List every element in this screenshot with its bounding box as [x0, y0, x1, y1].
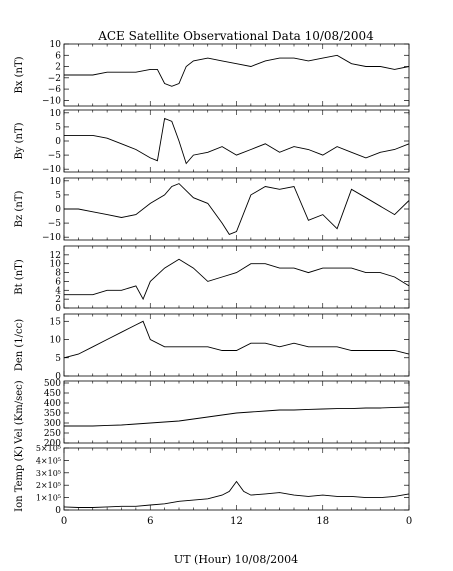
- y-tick-label: −6: [48, 85, 62, 95]
- series-line-7: [63, 480, 410, 508]
- y-tick-label: 300: [44, 419, 61, 429]
- y-tick-label: 10: [50, 260, 62, 270]
- y-tick-label: 0: [55, 205, 61, 215]
- panel-7: 0 1×10⁵ 2×10⁵ 3×10⁵ 4×10⁵ 5×10⁵ Ion Temp (K): [14, 444, 410, 516]
- y-axis-label: Bx (nT): [14, 56, 25, 93]
- y-tick-label: 4: [55, 286, 61, 296]
- x-axis-tick-labels: 0 6 12 18 0: [61, 516, 412, 527]
- panel-frame: [63, 245, 410, 309]
- y-tick-label: 2: [55, 295, 61, 305]
- y-axis-label: By (nT): [14, 122, 25, 159]
- y-tick-label: 5×10⁵: [36, 444, 61, 453]
- y-axis-label: Vel (Km/sec): [14, 380, 25, 444]
- y-tick-label: −5: [48, 151, 62, 161]
- y-tick-label: −10: [42, 233, 61, 243]
- panel-frame: [63, 313, 410, 377]
- y-tick-label: 0: [55, 304, 61, 314]
- y-tick-label: 12: [50, 251, 61, 261]
- panel-frame: [63, 380, 410, 444]
- y-tick-label: 6: [55, 277, 61, 287]
- y-tick-label: 8: [55, 269, 61, 279]
- y-tick-label: −10: [42, 165, 61, 175]
- series-line-2: [64, 117, 410, 165]
- y-tick-label: 10: [50, 336, 62, 346]
- y-axis-label: Bz (nT): [14, 191, 25, 228]
- panel-frame: [63, 43, 410, 107]
- y-tick-label: 10: [50, 109, 62, 119]
- x-tick-label: 6: [147, 516, 153, 527]
- y-tick-label: 3×10⁵: [36, 469, 61, 478]
- y-tick-label: 2×10⁵: [36, 481, 61, 490]
- panel-frame: [63, 109, 410, 173]
- y-tick-label: 2: [55, 63, 61, 73]
- panel-frame: [63, 447, 410, 511]
- y-tick-label: 0: [55, 372, 61, 382]
- y-tick-label: 5: [55, 354, 61, 364]
- y-tick-label: 5: [55, 123, 61, 133]
- y-tick-label: 4×10⁵: [36, 456, 61, 465]
- series-line-1: [64, 54, 410, 87]
- y-tick-label: 0: [55, 506, 61, 516]
- y-axis-label: Ion Temp (K): [14, 446, 25, 512]
- series-line-6: [64, 406, 410, 427]
- y-tick-label: 10: [50, 40, 62, 50]
- y-tick-label: −2: [48, 74, 61, 84]
- panel-3: −10 −5 0 5 10 Bz (nT): [14, 177, 410, 243]
- y-tick-label: 5: [55, 191, 61, 201]
- x-axis-label: UT (Hour) 10/08/2004: [174, 553, 298, 566]
- y-axis-label: Bt (nT): [14, 259, 25, 295]
- y-tick-label: 0: [55, 137, 61, 147]
- y-tick-label: 450: [44, 389, 61, 399]
- y-tick-label: 10: [50, 177, 62, 187]
- y-tick-label: 1×10⁵: [36, 494, 61, 503]
- x-tick-label: 18: [316, 516, 329, 527]
- x-tick-label: 0: [61, 516, 67, 527]
- x-tick-label: 12: [230, 516, 243, 527]
- y-tick-label: 15: [50, 317, 62, 327]
- y-tick-label: 350: [44, 409, 61, 419]
- y-tick-label: 400: [44, 399, 61, 409]
- chart-title: ACE Satellite Observational Data 10/08/2…: [97, 29, 374, 43]
- y-tick-label: −5: [48, 219, 62, 229]
- y-axis-label: Den (1/cc): [14, 319, 25, 371]
- y-tick-label: 6: [55, 51, 61, 61]
- y-tick-label: 500: [44, 379, 61, 389]
- x-tick-label: 0: [406, 516, 412, 527]
- series-line-4: [64, 258, 410, 301]
- panel-1: −10−6−22 610 Bx (nT): [14, 40, 410, 107]
- y-tick-label: 200: [44, 439, 61, 449]
- series-line-3: [64, 183, 410, 235]
- panel-2: −10 −5 0 5 10 By (nT): [14, 109, 410, 175]
- panel-5: 0 5 10 15 Den (1/cc): [14, 313, 410, 382]
- y-tick-label: −10: [42, 96, 61, 106]
- series-line-5: [63, 320, 410, 359]
- y-tick-label: 250: [44, 429, 61, 439]
